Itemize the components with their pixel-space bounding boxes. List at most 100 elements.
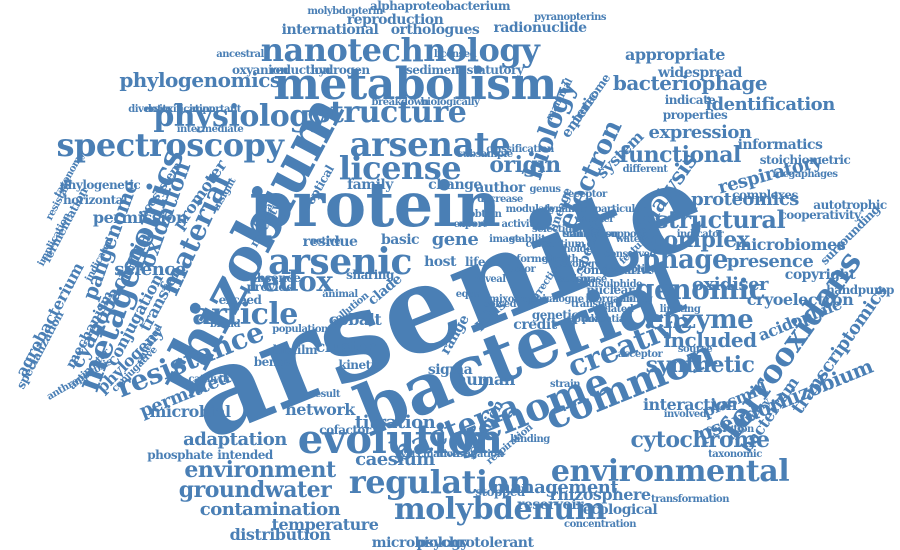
word-133: basic xyxy=(380,232,420,248)
word-204: classification xyxy=(486,144,554,155)
word-26: groundwater xyxy=(178,477,332,503)
word-203: particular xyxy=(594,204,646,215)
word-127: intended xyxy=(217,448,273,462)
word-134: active xyxy=(309,236,341,247)
word-200: indicator xyxy=(676,229,724,240)
word-62: titration xyxy=(354,412,436,433)
word-225: obtain xyxy=(468,209,502,220)
word-126: phosphate xyxy=(147,448,213,462)
word-49: identification xyxy=(705,94,835,115)
word-194: genetic xyxy=(531,308,579,322)
word-123: taxonomic xyxy=(708,449,762,460)
word-222: solved xyxy=(483,299,517,310)
word-113: pyranopterins xyxy=(534,12,606,23)
word-154: statutory xyxy=(466,63,524,77)
word-206: support xyxy=(605,229,645,240)
word-158: detoxification xyxy=(144,104,216,115)
word-215: stability xyxy=(509,234,551,245)
word-107: orthologues xyxy=(390,22,480,38)
word-205: subsample xyxy=(457,149,513,160)
word-136: change xyxy=(428,177,482,193)
word-179: sibling xyxy=(617,294,653,305)
word-182: involved xyxy=(663,409,707,420)
word-88: stopped xyxy=(475,485,525,499)
word-50: bacteriophage xyxy=(612,71,768,95)
word-98: kinetic xyxy=(338,358,382,372)
word-187: investigation xyxy=(436,449,504,460)
word-42: proteomics xyxy=(691,189,799,210)
word-162: properties xyxy=(662,108,728,122)
word-105: appropriate xyxy=(625,45,725,64)
word-63: caesium xyxy=(355,449,435,470)
word-232: marker xyxy=(576,214,614,225)
word-16: structure xyxy=(313,95,467,130)
word-119: copyright xyxy=(784,267,856,283)
word-177: potential xyxy=(581,314,629,325)
word-186: binding xyxy=(510,434,550,445)
word-39: phylogenomics xyxy=(119,68,281,92)
word-210: translation xyxy=(561,229,619,240)
word-109: reproduction xyxy=(346,12,444,28)
word-43: included xyxy=(663,328,757,352)
word-71: permission xyxy=(92,208,188,227)
word-180: limiting xyxy=(659,304,701,315)
word-229: export xyxy=(453,219,487,230)
word-19: genomic xyxy=(634,273,766,306)
word-24: article xyxy=(192,297,298,332)
word-5: metabolism xyxy=(273,59,557,110)
word-161: indicate xyxy=(664,93,716,107)
word-87: reservoir xyxy=(516,497,584,513)
word-15: license xyxy=(338,149,462,187)
word-114: informatics xyxy=(737,137,823,153)
word-111: alphaproteobacterium xyxy=(369,0,511,13)
word-209: holder xyxy=(563,244,597,255)
word-132: residue xyxy=(302,234,358,250)
word-58: origin xyxy=(489,152,561,178)
word-221: sensor xyxy=(558,274,592,285)
word-29: phage xyxy=(641,245,729,275)
word-196: strain xyxy=(549,379,581,390)
word-184: secretion xyxy=(706,424,754,435)
word-159: diversity xyxy=(128,104,172,115)
word-176: disulphide xyxy=(588,279,642,290)
word-4: arsenic xyxy=(268,241,412,283)
word-99: sigma xyxy=(427,362,473,378)
word-53: microbiomes xyxy=(734,235,846,254)
word-152: hydrogen xyxy=(310,63,370,77)
word-150: oxyanion xyxy=(232,63,288,77)
word-66: microbial xyxy=(149,402,231,421)
word-17: physiology xyxy=(153,99,327,134)
word-156: ancestral xyxy=(216,49,264,60)
word-21: enzyme xyxy=(646,305,754,335)
word-96: biofilm xyxy=(272,343,318,357)
word-6: nanotechnology xyxy=(260,31,540,69)
word-11: molybdenum xyxy=(394,492,607,527)
word-219: reveal xyxy=(474,274,506,285)
word-36: cytochrome xyxy=(630,427,770,453)
word-106: widespread xyxy=(658,65,742,81)
word-61: cluster xyxy=(315,337,375,356)
word-207: conserved xyxy=(604,249,656,260)
word-157: important xyxy=(189,104,241,115)
word-117: complexes xyxy=(732,188,798,202)
word-83: temperature xyxy=(271,515,379,534)
word-199: source xyxy=(677,344,713,355)
word-25: environment xyxy=(184,457,336,483)
word-12: evolution xyxy=(297,416,503,463)
word-121: autotrophic xyxy=(813,198,887,212)
word-40: expression xyxy=(648,122,752,143)
word-195: broad xyxy=(210,319,240,330)
word-101: host xyxy=(424,254,456,270)
word-165: implication xyxy=(35,211,74,269)
word-110: international xyxy=(281,22,379,38)
word-54: cryoelectron xyxy=(746,290,854,309)
word-223: equal xyxy=(455,289,485,300)
word-137: author xyxy=(475,180,525,196)
word-230: dynamic xyxy=(543,204,587,215)
word-217: consortium xyxy=(525,239,585,250)
word-13: spectroscopy xyxy=(56,126,284,164)
word-143: comparative xyxy=(576,263,654,277)
word-102: life xyxy=(465,255,485,269)
word-201: different xyxy=(622,164,668,175)
